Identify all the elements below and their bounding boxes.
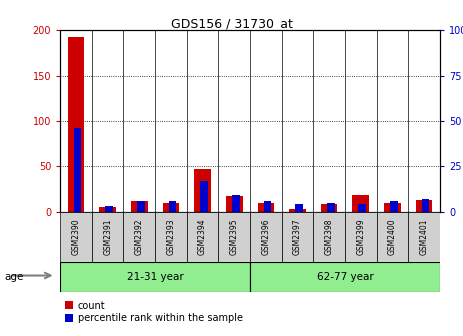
- Bar: [313, 212, 345, 262]
- Text: 62-77 year: 62-77 year: [317, 272, 373, 282]
- Bar: [257, 203, 274, 212]
- Bar: [358, 204, 366, 212]
- Bar: [263, 201, 271, 212]
- Bar: [422, 199, 430, 212]
- Bar: [250, 262, 440, 292]
- Text: 21-31 year: 21-31 year: [127, 272, 183, 282]
- Bar: [106, 206, 113, 212]
- Bar: [408, 212, 440, 262]
- Bar: [187, 212, 219, 262]
- Bar: [219, 212, 250, 262]
- Text: GSM2399: GSM2399: [356, 218, 365, 255]
- Text: GDS156 / 31730_at: GDS156 / 31730_at: [170, 17, 293, 30]
- Text: GSM2393: GSM2393: [166, 218, 175, 255]
- Bar: [200, 181, 208, 212]
- Bar: [327, 203, 335, 212]
- Bar: [226, 196, 243, 212]
- Bar: [384, 203, 400, 212]
- Bar: [100, 207, 116, 212]
- Legend: count, percentile rank within the sample: count, percentile rank within the sample: [65, 300, 243, 324]
- Text: GSM2401: GSM2401: [419, 219, 429, 255]
- Bar: [289, 209, 306, 212]
- Bar: [60, 262, 250, 292]
- Text: GSM2390: GSM2390: [71, 218, 81, 255]
- Text: GSM2394: GSM2394: [198, 218, 207, 255]
- Bar: [416, 200, 432, 212]
- Bar: [163, 203, 179, 212]
- Text: GSM2392: GSM2392: [135, 219, 144, 255]
- Bar: [345, 212, 376, 262]
- Text: age: age: [5, 272, 24, 282]
- Bar: [131, 201, 148, 212]
- Text: GSM2400: GSM2400: [388, 218, 397, 255]
- Bar: [137, 201, 145, 212]
- Text: GSM2398: GSM2398: [325, 219, 334, 255]
- Text: GSM2395: GSM2395: [230, 218, 239, 255]
- Bar: [390, 201, 398, 212]
- Bar: [295, 204, 303, 212]
- Bar: [282, 212, 313, 262]
- Bar: [321, 204, 338, 212]
- Bar: [250, 212, 282, 262]
- Bar: [74, 128, 81, 212]
- Bar: [376, 212, 408, 262]
- Text: GSM2391: GSM2391: [103, 219, 112, 255]
- Text: GSM2397: GSM2397: [293, 218, 302, 255]
- Bar: [124, 212, 155, 262]
- Bar: [68, 38, 84, 212]
- Bar: [232, 195, 240, 212]
- Bar: [92, 212, 124, 262]
- Bar: [155, 212, 187, 262]
- Text: GSM2396: GSM2396: [261, 218, 270, 255]
- Bar: [169, 201, 176, 212]
- Bar: [60, 212, 92, 262]
- Bar: [352, 195, 369, 212]
- Bar: [194, 169, 211, 212]
